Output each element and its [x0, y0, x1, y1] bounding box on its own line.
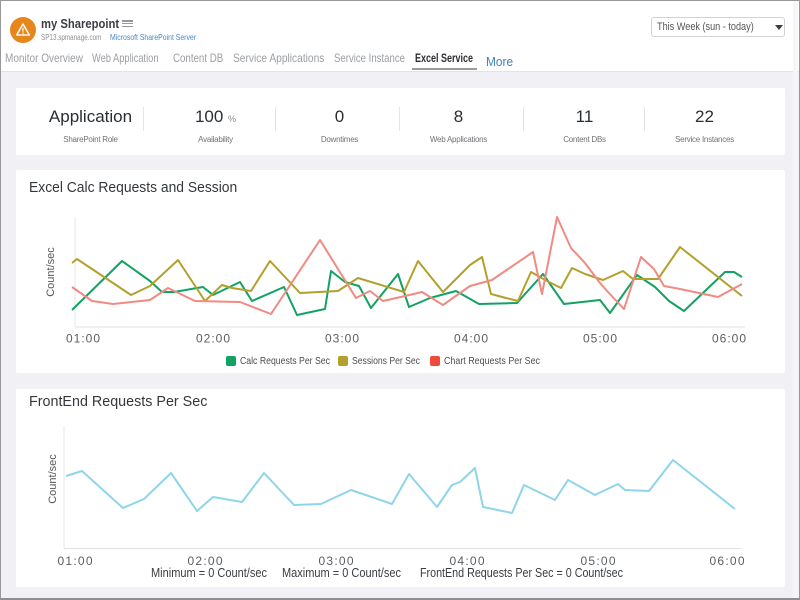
svg-text:03:00: 03:00: [325, 332, 359, 346]
svg-text:Count/sec: Count/sec: [45, 247, 57, 297]
svg-text:05:00: 05:00: [583, 332, 617, 346]
svg-text:05:00: 05:00: [581, 554, 616, 568]
svg-text:Calc Requests Per Sec: Calc Requests Per Sec: [240, 356, 330, 367]
svg-text:02:00: 02:00: [196, 332, 230, 346]
svg-text:Sessions Per Sec: Sessions Per Sec: [352, 356, 420, 367]
svg-text:06:00: 06:00: [712, 332, 746, 346]
svg-text:Count/sec: Count/sec: [47, 454, 59, 504]
svg-text:Chart Requests Per Sec: Chart Requests Per Sec: [444, 356, 540, 367]
svg-text:01:00: 01:00: [58, 554, 93, 568]
svg-text:02:00: 02:00: [188, 554, 223, 568]
svg-text:Maximum = 0 Count/sec: Maximum = 0 Count/sec: [282, 566, 401, 580]
svg-text:04:00: 04:00: [454, 332, 488, 346]
svg-text:Minimum = 0 Count/sec: Minimum = 0 Count/sec: [151, 566, 267, 580]
svg-text:06:00: 06:00: [710, 554, 745, 568]
svg-text:04:00: 04:00: [450, 554, 485, 568]
svg-text:FrontEnd Requests Per Sec = 0: FrontEnd Requests Per Sec = 0 Count/sec: [420, 566, 623, 580]
svg-text:03:00: 03:00: [319, 554, 354, 568]
svg-text:01:00: 01:00: [66, 332, 100, 346]
